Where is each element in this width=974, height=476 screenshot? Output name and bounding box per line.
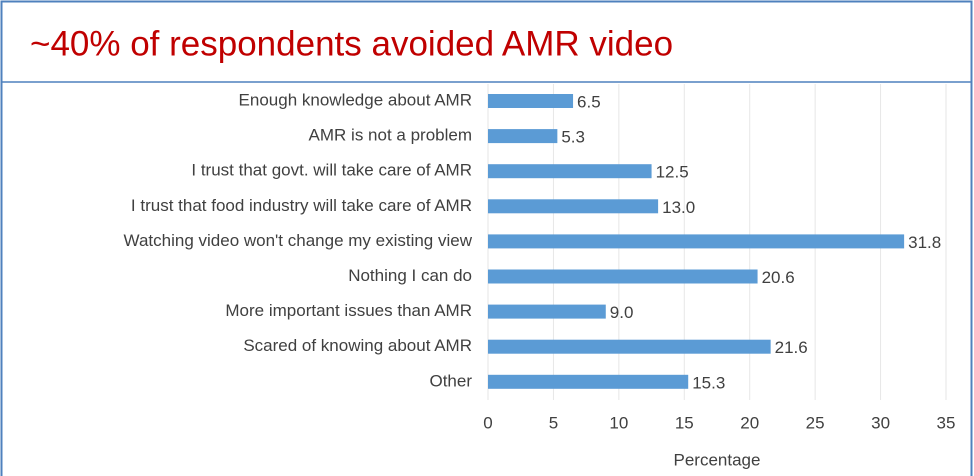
data-label: 12.5 bbox=[656, 163, 689, 182]
bar bbox=[488, 164, 652, 179]
data-label: 21.6 bbox=[775, 338, 808, 357]
x-tick-label: 15 bbox=[675, 413, 694, 432]
bar bbox=[488, 339, 771, 354]
data-label: 6.5 bbox=[577, 92, 601, 111]
data-label: 15.3 bbox=[692, 373, 725, 392]
y-tick-label: Watching video won't change my existing … bbox=[124, 231, 473, 250]
x-tick-label: 35 bbox=[937, 413, 956, 432]
y-tick-label: I trust that govt. will take care of AMR bbox=[191, 161, 472, 180]
y-tick-label: Other bbox=[429, 371, 472, 390]
data-label: 5.3 bbox=[561, 128, 585, 147]
y-tick-label: AMR is not a problem bbox=[309, 126, 472, 145]
x-tick-label: 0 bbox=[483, 413, 492, 432]
bar bbox=[488, 304, 606, 319]
y-tick-label: More important issues than AMR bbox=[225, 301, 472, 320]
data-label: 20.6 bbox=[762, 268, 795, 287]
y-tick-label: Enough knowledge about AMR bbox=[239, 90, 472, 109]
y-tick-label: I trust that food industry will take car… bbox=[131, 196, 472, 215]
x-tick-label: 5 bbox=[549, 413, 558, 432]
x-tick-label: 20 bbox=[740, 413, 759, 432]
data-label: 31.8 bbox=[908, 233, 941, 252]
bar bbox=[488, 129, 558, 144]
x-tick-label: 30 bbox=[871, 413, 890, 432]
bar bbox=[488, 199, 659, 214]
bar bbox=[488, 234, 905, 249]
bar bbox=[488, 94, 574, 108]
x-axis-label: Percentage bbox=[674, 450, 761, 469]
x-tick-label: 10 bbox=[609, 413, 628, 432]
bar bbox=[488, 374, 689, 389]
y-tick-label: Scared of knowing about AMR bbox=[243, 336, 472, 355]
data-label: 9.0 bbox=[610, 303, 634, 322]
y-tick-label: Nothing I can do bbox=[348, 266, 472, 285]
x-tick-label: 25 bbox=[806, 413, 825, 432]
data-label: 13.0 bbox=[662, 198, 695, 217]
chart-title: ~40% of respondents avoided AMR video bbox=[30, 24, 673, 63]
bar bbox=[488, 269, 758, 284]
